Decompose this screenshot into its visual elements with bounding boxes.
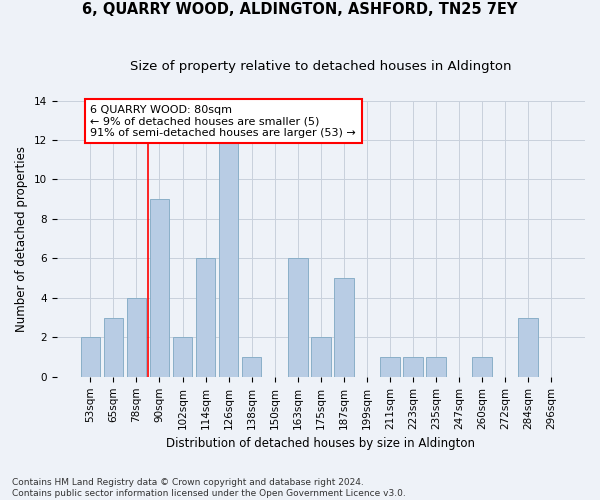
- Bar: [311, 338, 331, 377]
- Text: Contains HM Land Registry data © Crown copyright and database right 2024.
Contai: Contains HM Land Registry data © Crown c…: [12, 478, 406, 498]
- Bar: [149, 199, 169, 377]
- X-axis label: Distribution of detached houses by size in Aldington: Distribution of detached houses by size …: [166, 437, 475, 450]
- Bar: [403, 357, 423, 377]
- Bar: [334, 278, 353, 377]
- Bar: [127, 298, 146, 377]
- Bar: [242, 357, 262, 377]
- Bar: [80, 338, 100, 377]
- Bar: [426, 357, 446, 377]
- Text: 6, QUARRY WOOD, ALDINGTON, ASHFORD, TN25 7EY: 6, QUARRY WOOD, ALDINGTON, ASHFORD, TN25…: [82, 2, 518, 18]
- Bar: [288, 258, 308, 377]
- Text: 6 QUARRY WOOD: 80sqm
← 9% of detached houses are smaller (5)
91% of semi-detache: 6 QUARRY WOOD: 80sqm ← 9% of detached ho…: [91, 104, 356, 138]
- Bar: [219, 140, 238, 377]
- Bar: [380, 357, 400, 377]
- Y-axis label: Number of detached properties: Number of detached properties: [15, 146, 28, 332]
- Bar: [173, 338, 193, 377]
- Title: Size of property relative to detached houses in Aldington: Size of property relative to detached ho…: [130, 60, 512, 73]
- Bar: [104, 318, 123, 377]
- Bar: [518, 318, 538, 377]
- Bar: [472, 357, 492, 377]
- Bar: [196, 258, 215, 377]
